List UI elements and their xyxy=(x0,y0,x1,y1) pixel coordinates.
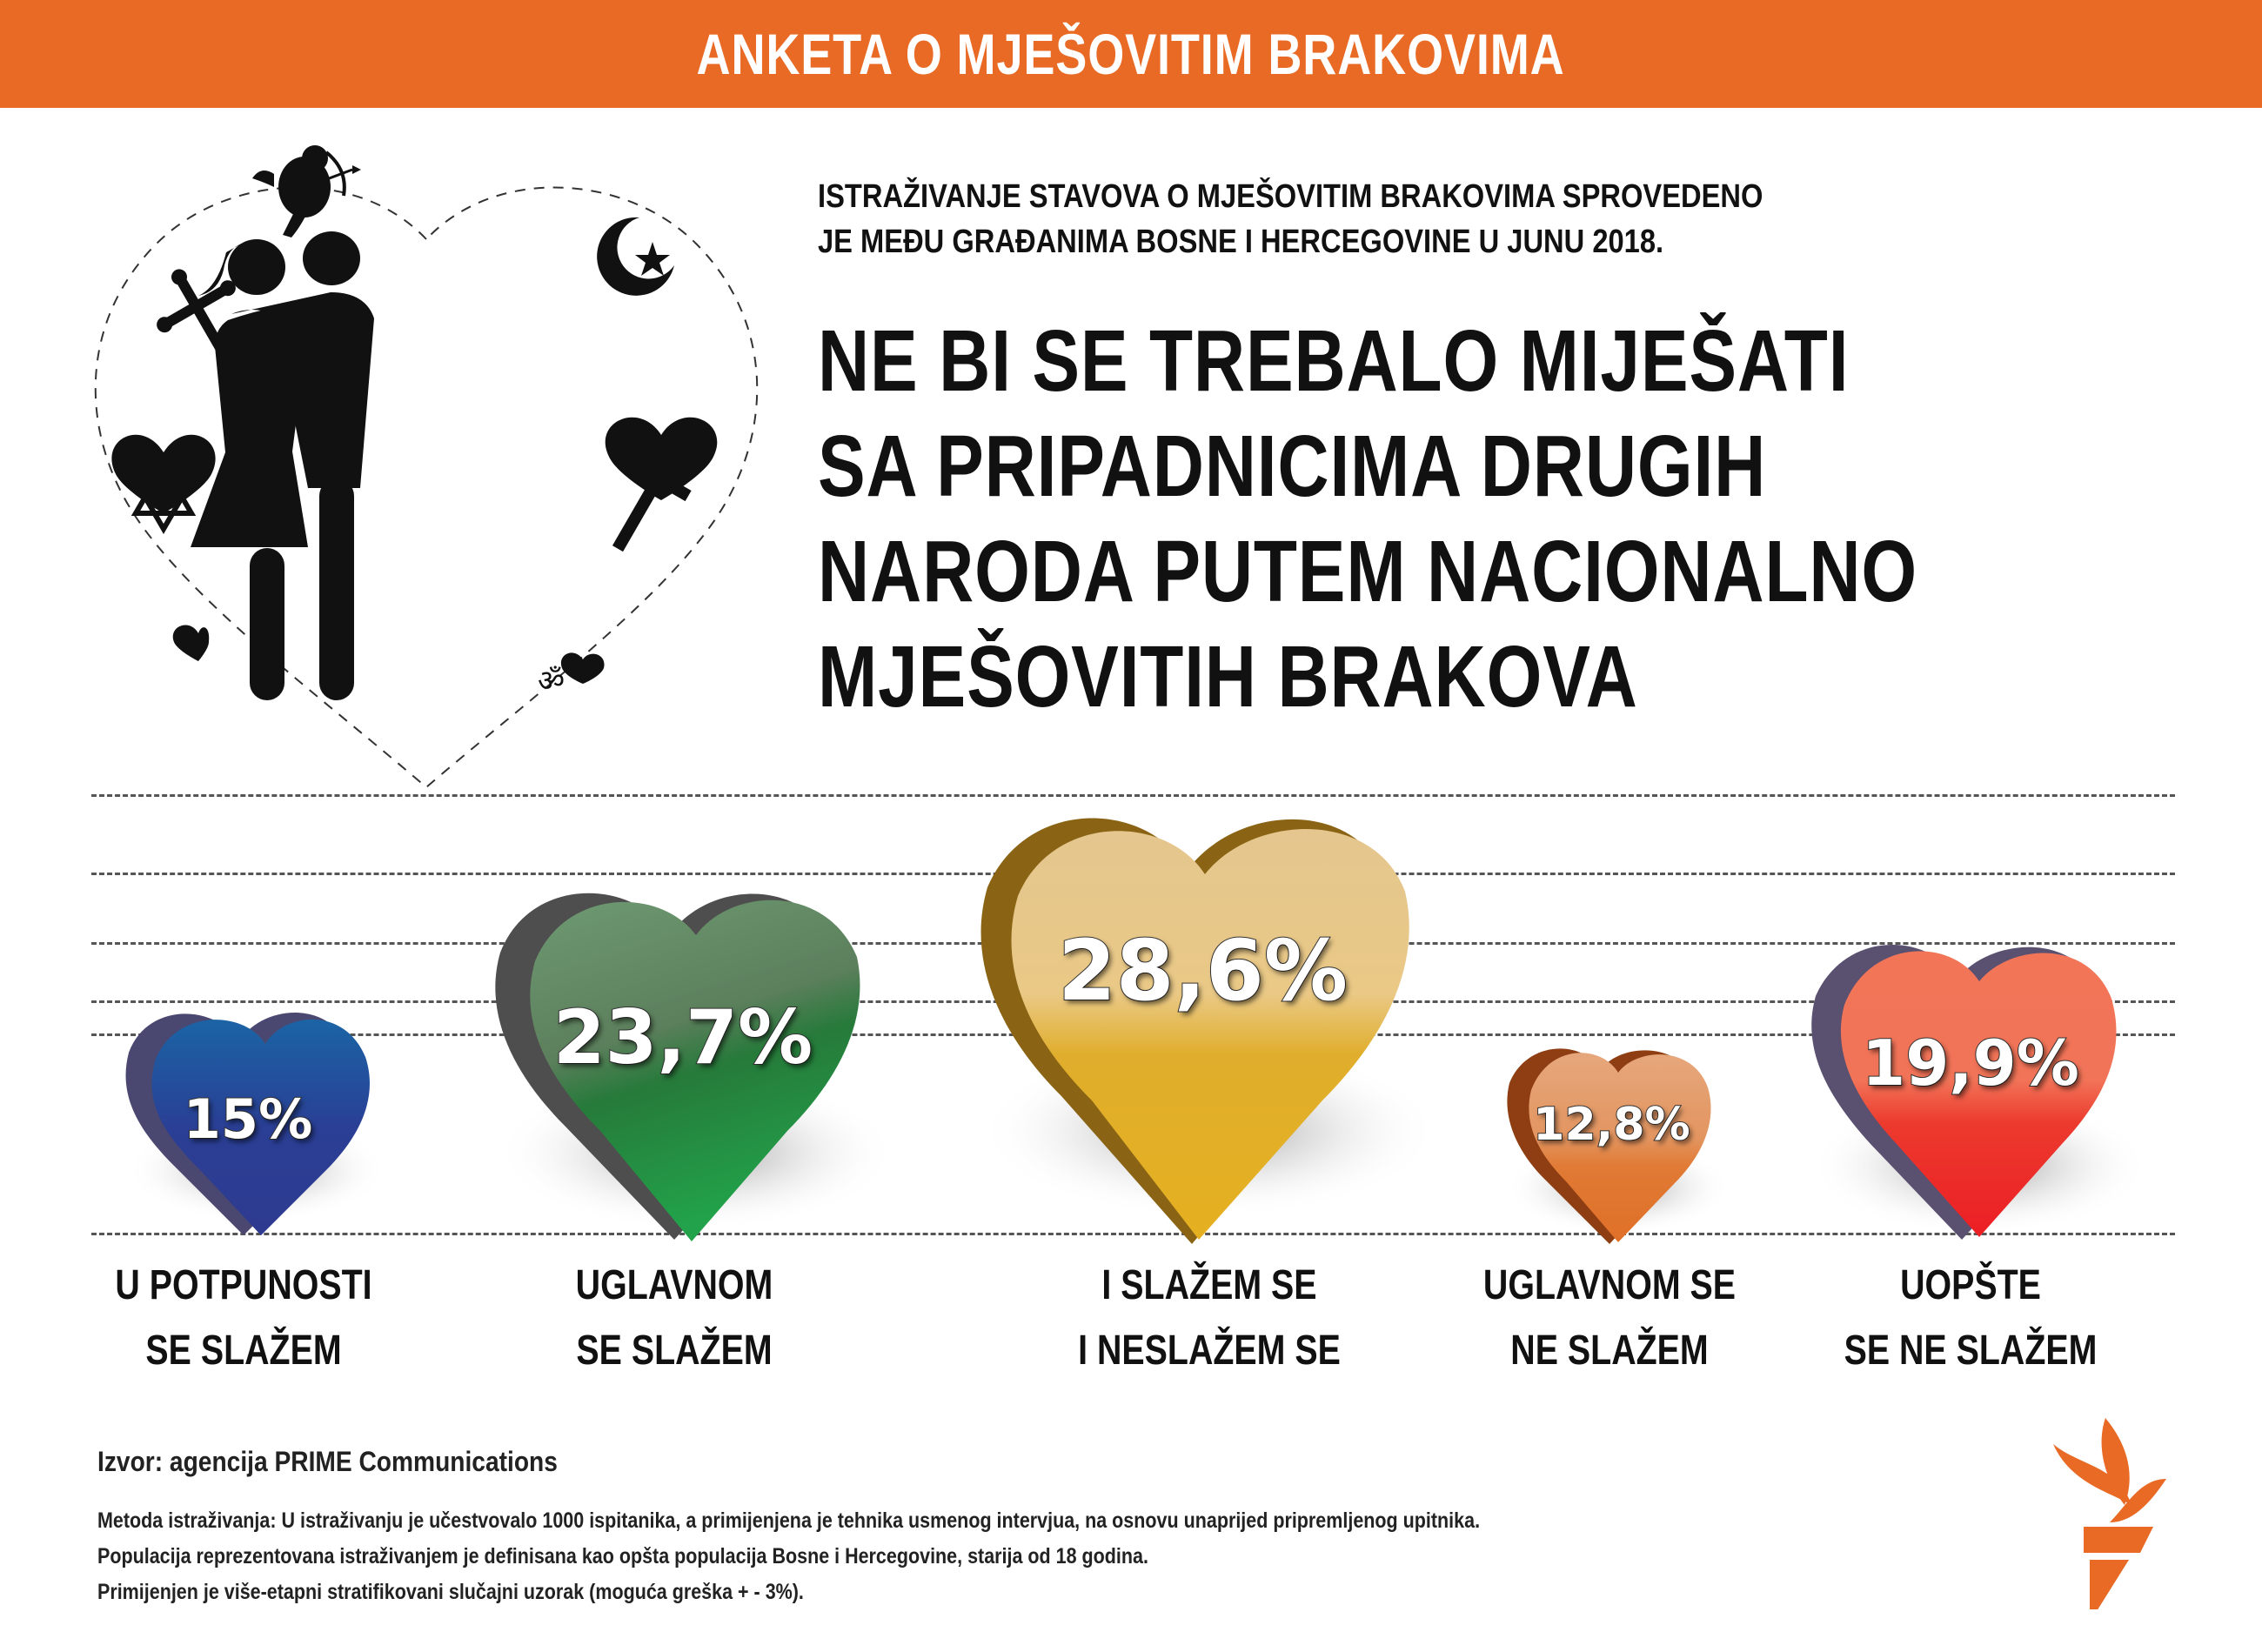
intro-line: JE MEĐU GRAĐANIMA BOSNE I HERCEGOVINE U … xyxy=(818,224,1664,260)
heart-bar-5: 19,9% xyxy=(1797,922,2149,1253)
crescent-star-icon xyxy=(597,217,674,296)
category-label-2: UGLAVNOM SE SLAŽEM xyxy=(535,1253,813,1383)
heart-bar-4: 12,8% xyxy=(1496,1031,1731,1253)
heart-face xyxy=(530,900,860,1241)
label-line: NE SLAŽEM xyxy=(1510,1328,1709,1374)
category-label-3: I SLAŽEM SE I NESLAŽEM SE xyxy=(1060,1253,1359,1383)
label-line: I SLAŽEM SE xyxy=(1101,1262,1317,1308)
woman-figure-icon xyxy=(191,239,311,700)
label-line: UGLAVNOM xyxy=(575,1262,773,1308)
star-of-david-icon xyxy=(130,460,197,534)
label-line: I NESLAŽEM SE xyxy=(1078,1328,1341,1374)
heart-face xyxy=(1011,828,1409,1240)
label-line: SE SLAŽEM xyxy=(145,1328,342,1374)
heart-value: 19,9% xyxy=(1861,1026,2080,1100)
om-icon: ॐ xyxy=(538,664,565,699)
methodology-note: Metoda istraživanja: U istraživanju je u… xyxy=(97,1503,1480,1610)
label-line: UGLAVNOM SE xyxy=(1482,1262,1737,1308)
headline-line: NARODA PUTEM NACIONALNO xyxy=(818,523,1918,620)
heart-bar-3: 28,6% xyxy=(966,787,1440,1253)
category-label-5: UOPŠTE SE NE SLAŽEM xyxy=(1838,1253,2102,1383)
label-line: SE NE SLAŽEM xyxy=(1844,1328,2098,1374)
heart-face xyxy=(1840,951,2117,1237)
cupid-icon xyxy=(252,145,361,237)
grid-line xyxy=(91,794,2175,797)
dashed-heart-outline xyxy=(94,186,759,789)
heart-icon xyxy=(172,625,210,661)
intro-text: ISTRAŽIVANJE STAVOVA O MJEŠOVITIM BRAKOV… xyxy=(818,174,1865,264)
header-banner: ANKETA O MJEŠOVITIM BRAKOVIMA xyxy=(0,0,2262,108)
headline-line: SA PRIPADNICIMA DRUGIH xyxy=(818,418,1767,515)
category-label-1: U POTPUNOSTI SE SLAŽEM xyxy=(104,1253,383,1383)
grid-line xyxy=(91,1233,2175,1235)
heart-bar-1: 15% xyxy=(113,992,387,1244)
heart-icon xyxy=(111,434,216,513)
headline-line: MJEŠOVITIH BRAKOVA xyxy=(818,628,1638,726)
source-credit: Izvor: agencija PRIME Communications xyxy=(97,1446,558,1477)
label-line: U POTPUNOSTI xyxy=(115,1262,372,1308)
heart-icon xyxy=(605,417,718,500)
label-line: UOPŠTE xyxy=(1900,1262,2041,1308)
heart-face xyxy=(1529,1053,1711,1242)
man-figure-icon xyxy=(231,231,374,700)
heart-value: 23,7% xyxy=(552,993,813,1082)
label-line: SE SLAŽEM xyxy=(576,1328,773,1374)
heart-value: 15% xyxy=(183,1087,313,1152)
page-title: ANKETA O MJEŠOVITIM BRAKOVIMA xyxy=(697,22,1565,86)
heart-value: 28,6% xyxy=(1057,921,1348,1020)
heart-face xyxy=(151,1019,370,1235)
survey-question: NE BI SE TREBALO MIJEŠATI SA PRIPADNICIM… xyxy=(818,309,1917,730)
method-line: Metoda istraživanja: U istraživanju je u… xyxy=(97,1508,1481,1533)
category-label-4: UGLAVNOM SE NE SLAŽEM xyxy=(1477,1253,1741,1383)
method-line: Populacija reprezentovana istraživanjem … xyxy=(97,1544,1148,1568)
torch-logo-icon xyxy=(2044,1418,2175,1618)
intro-line: ISTRAŽIVANJE STAVOVA O MJEŠOVITIM BRAKOV… xyxy=(818,178,1763,215)
headline-line: NE BI SE TREBALO MIJEŠATI xyxy=(818,312,1850,410)
couple-illustration: ॐ xyxy=(70,113,783,896)
method-line: Primijenjen je više-etapni stratifikovan… xyxy=(97,1580,804,1604)
latin-cross-icon xyxy=(612,447,692,552)
heart-icon xyxy=(560,652,605,684)
heart-value: 12,8% xyxy=(1532,1098,1690,1152)
heart-bar-2: 23,7% xyxy=(478,866,896,1253)
